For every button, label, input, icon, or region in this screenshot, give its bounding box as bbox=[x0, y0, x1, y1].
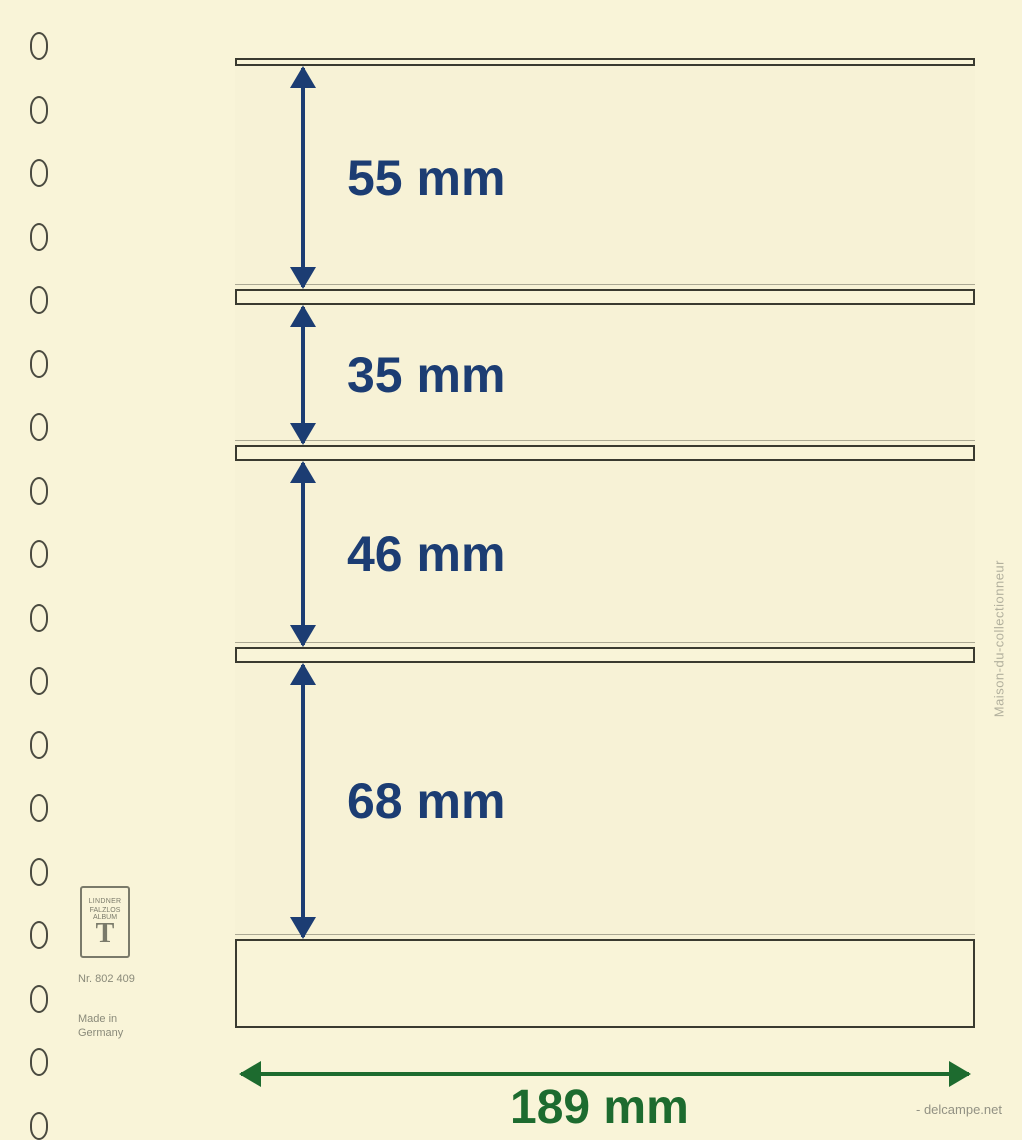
binder-hole bbox=[30, 1048, 48, 1076]
height-dimension-label: 35 mm bbox=[347, 346, 505, 404]
album-page-diagram: 55 mm35 mm46 mm68 mm 189 mm LINDNER FALZ… bbox=[0, 0, 1022, 1131]
album-strip bbox=[235, 303, 975, 447]
binder-holes bbox=[30, 32, 48, 1140]
binder-hole bbox=[30, 96, 48, 124]
binder-hole bbox=[30, 1112, 48, 1140]
binder-hole bbox=[30, 159, 48, 187]
watermark-text: Maison-du-collectionneur bbox=[991, 560, 1006, 717]
height-dimension-arrow bbox=[301, 68, 305, 287]
brand-logo-box: LINDNER FALZLOS ALBUM T bbox=[80, 886, 130, 958]
binder-hole bbox=[30, 731, 48, 759]
width-dimension-arrow bbox=[241, 1072, 969, 1076]
brand-name: LINDNER bbox=[89, 898, 122, 905]
product-code: Nr. 802 409 bbox=[78, 973, 135, 987]
width-dimension-label: 189 mm bbox=[510, 1080, 689, 1135]
binder-hole bbox=[30, 858, 48, 886]
height-dimension-arrow bbox=[301, 307, 305, 443]
album-strip bbox=[235, 64, 975, 291]
height-dimension-arrow bbox=[301, 665, 305, 937]
binder-hole bbox=[30, 604, 48, 632]
brand-letter: T bbox=[96, 923, 115, 945]
binder-hole bbox=[30, 667, 48, 695]
height-dimension-label: 55 mm bbox=[347, 149, 505, 207]
height-dimension-label: 68 mm bbox=[347, 772, 505, 830]
brand-line1: FALZLOS bbox=[90, 907, 121, 914]
binder-hole bbox=[30, 286, 48, 314]
binder-hole bbox=[30, 223, 48, 251]
made-in-line1: Made in bbox=[78, 1013, 123, 1027]
album-strip bbox=[235, 459, 975, 649]
binder-hole bbox=[30, 540, 48, 568]
binder-hole bbox=[30, 794, 48, 822]
binder-hole bbox=[30, 413, 48, 441]
binder-hole bbox=[30, 921, 48, 949]
album-strip bbox=[235, 661, 975, 941]
binder-hole bbox=[30, 477, 48, 505]
made-in-label: Made in Germany bbox=[78, 1013, 123, 1041]
height-dimension-arrow bbox=[301, 463, 305, 645]
made-in-line2: Germany bbox=[78, 1027, 123, 1041]
binder-hole bbox=[30, 985, 48, 1013]
binder-hole bbox=[30, 350, 48, 378]
binder-hole bbox=[30, 32, 48, 60]
height-dimension-label: 46 mm bbox=[347, 525, 505, 583]
attribution-text: - delcampe.net bbox=[916, 1102, 1002, 1117]
